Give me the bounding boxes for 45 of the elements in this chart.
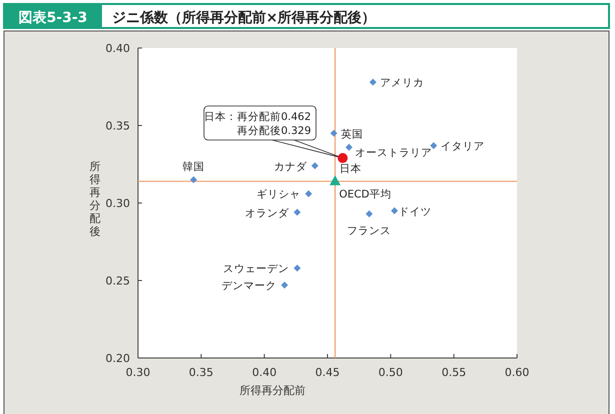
series-label: 韓国 <box>182 160 205 173</box>
series-label: ドイツ <box>398 206 432 218</box>
point <box>330 175 341 186</box>
x-tick-label: 0.50 <box>378 366 403 379</box>
point <box>294 264 301 272</box>
point <box>305 190 312 198</box>
series-label: イタリア <box>440 140 485 153</box>
point <box>345 144 352 151</box>
x-tick-label: 0.45 <box>315 366 340 379</box>
x-axis-title: 所得再分配前 <box>240 384 306 397</box>
point <box>190 176 198 184</box>
series-label: スウェーデン <box>223 263 290 276</box>
point <box>281 282 288 289</box>
y-tick-label: 0.20 <box>106 352 130 365</box>
x-tick-label: 0.55 <box>442 366 466 379</box>
y-axis-title: 所得再分配後 <box>90 160 100 238</box>
series-label: カナダ <box>274 160 308 173</box>
y-tick-label: 0.25 <box>106 274 130 288</box>
y-tick-label: 0.40 <box>106 42 130 55</box>
series-label: オーストラリア <box>354 147 432 160</box>
point <box>390 207 398 214</box>
series-label: 英国 <box>340 127 363 140</box>
y-tick-label: 0.30 <box>106 197 130 210</box>
x-tick-label: 0.60 <box>504 366 530 379</box>
series-label: 日本 <box>340 162 362 176</box>
x-tick-label: 0.35 <box>188 366 214 379</box>
point <box>369 78 376 86</box>
series-label: ギリシャ <box>256 188 301 201</box>
series-label: オランダ <box>245 207 290 220</box>
point <box>311 162 318 170</box>
x-tick-label: 0.30 <box>126 366 150 379</box>
chart-title: ジニ係数（所得再分配前×所得再分配後） <box>112 10 376 26</box>
series-label: OECD平均 <box>339 188 392 200</box>
annotation: 日本：再分配前0.462 再分配後0.329 <box>204 110 311 137</box>
point <box>366 210 373 218</box>
series-label: デンマーク <box>222 280 277 292</box>
chart-subtitle: 図表5-3-3 <box>18 10 88 26</box>
x-tick-label: 0.40 <box>252 366 277 379</box>
point <box>330 130 338 137</box>
point <box>294 208 301 216</box>
series-label: フランス <box>347 224 392 237</box>
point <box>338 153 348 164</box>
point <box>430 142 438 150</box>
y-tick-label: 0.35 <box>106 120 130 132</box>
series-label: アメリカ <box>380 77 424 90</box>
